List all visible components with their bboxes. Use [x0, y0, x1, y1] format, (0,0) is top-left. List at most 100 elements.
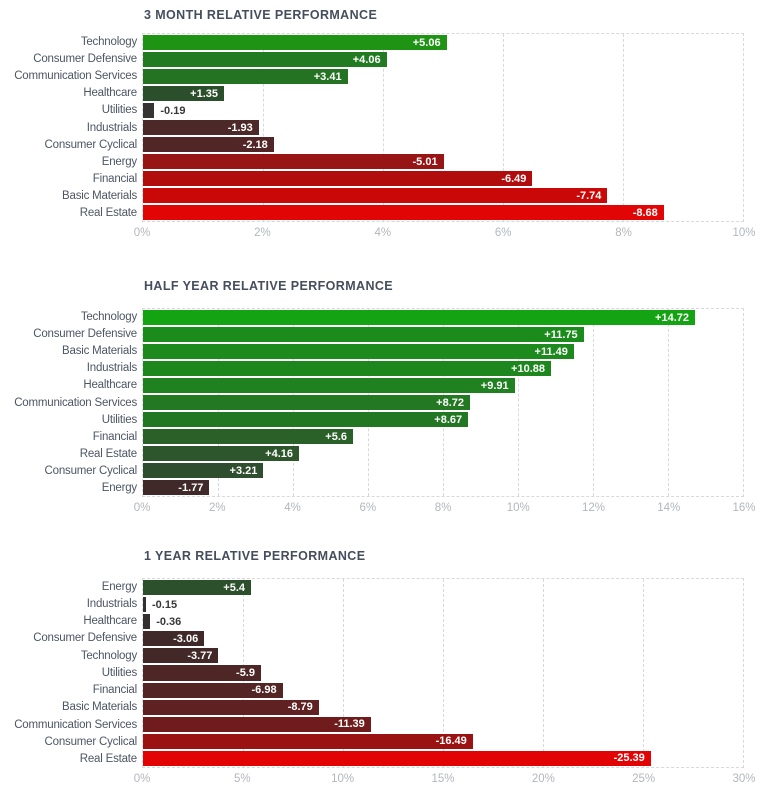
value-label: -5.01	[412, 155, 438, 168]
tick-label: 10%	[506, 502, 530, 514]
value-label: -11.39	[334, 718, 365, 731]
plot-area: +5.06 +4.06 +3.41 +1.35 -0.19 -1.93 -2.18 -5.01…	[142, 33, 744, 222]
value-axis-tick-labels: 0% 2% 4% 6% 8% 10% 12% 14% 16%	[134, 502, 756, 516]
bar-row-financial: -6.98	[143, 682, 743, 699]
grid-line	[643, 579, 644, 767]
performance-bar: +9.91	[143, 378, 515, 393]
performance-bar: +11.75	[143, 327, 584, 342]
value-label: +3.21	[229, 464, 258, 477]
tick-label: 14%	[657, 502, 681, 514]
bar-row-utilities: -0.19	[143, 102, 743, 119]
performance-bar: +1.35	[143, 86, 224, 101]
performance-bar: -6.98	[143, 682, 283, 698]
bar-row-healthcare: -0.36	[143, 613, 743, 630]
bar-row-industrials: -1.93	[143, 119, 743, 136]
category-label: Financial	[92, 430, 137, 443]
value-label: -0.36	[156, 615, 182, 628]
category-label: Communication Services	[14, 396, 137, 409]
grid-line	[218, 309, 219, 496]
value-label: +3.41	[313, 70, 342, 83]
value-label: +1.35	[190, 87, 218, 100]
performance-bar: +14.72	[143, 310, 695, 325]
value-axis-tick-labels: 0% 2% 4% 6% 8% 10%	[134, 227, 756, 241]
performance-bar: -3.77	[143, 648, 219, 664]
bar-row-consumer-cyclical: -2.18	[143, 136, 743, 153]
category-label: Consumer Cyclical	[44, 736, 138, 749]
bar-row-real-estate: -25.39	[143, 750, 743, 767]
performance-bar: -5.01	[143, 154, 444, 169]
category-axis-labels: Energy Industrials Healthcare Consumer Defe…	[0, 578, 137, 768]
value-label: +4.06	[352, 53, 381, 66]
bar-rows: +5.4 -0.15 -0.36 -3.06 -3.77 -5.9 -6.98 -8.79 -1…	[143, 579, 743, 767]
bar-row-basic-materials: -8.79	[143, 699, 743, 716]
performance-bar: -1.77	[143, 480, 210, 495]
tick-label: 8%	[434, 502, 452, 514]
category-label: Basic Materials	[62, 701, 137, 714]
grid-line	[263, 34, 264, 221]
performance-bar: -3.06	[143, 631, 205, 647]
bar-rows: +5.06 +4.06 +3.41 +1.35 -0.19 -1.93 -2.18 -5.01…	[143, 34, 743, 221]
bar-row-consumer-defensive: -3.06	[143, 630, 743, 647]
tick-label: 25%	[632, 773, 656, 785]
grid-line	[243, 579, 244, 767]
category-label: Consumer Defensive	[33, 52, 137, 65]
value-label: -3.77	[187, 649, 213, 662]
value-label: -8.79	[287, 701, 313, 714]
bar-row-utilities: +8.67	[143, 411, 743, 428]
bar-row-industrials: +10.88	[143, 360, 743, 377]
performance-bar: +11.49	[143, 344, 574, 359]
category-label: Utilities	[101, 104, 137, 117]
value-label: +11.75	[544, 328, 578, 341]
category-label: Real Estate	[79, 448, 137, 461]
category-label: Utilities	[101, 413, 137, 426]
plot-area: +5.4 -0.15 -0.36 -3.06 -3.77 -5.9 -6.98 -8.79 -1…	[142, 578, 744, 768]
category-label: Healthcare	[83, 87, 137, 100]
category-label: Communication Services	[14, 69, 137, 82]
category-label: Industrials	[86, 362, 137, 375]
value-label: +8.67	[434, 413, 463, 426]
bar-row-healthcare: +1.35	[143, 85, 743, 102]
chart-title: 3 MONTH RELATIVE PERFORMANCE	[144, 8, 378, 22]
bar-rows: +14.72 +11.75 +11.49 +10.88 +9.91 +8.72 +8.67 +…	[143, 309, 743, 496]
tick-label: 2%	[208, 502, 226, 514]
value-label: -1.93	[227, 121, 253, 134]
category-label: Technology	[80, 649, 137, 662]
performance-bar: -5.9	[143, 665, 261, 681]
value-label: -25.39	[613, 752, 645, 765]
performance-bar: +10.88	[143, 361, 551, 376]
performance-bar: +5.06	[143, 35, 447, 50]
performance-bar: -1.93	[143, 120, 259, 135]
tick-label: 6%	[359, 502, 377, 514]
tick-label: 5%	[234, 773, 251, 785]
value-axis-tick-labels: 0% 5% 10% 15% 20% 25% 30%	[134, 773, 756, 787]
value-label: -2.18	[242, 138, 268, 151]
value-label: -1.77	[178, 481, 204, 494]
category-label: Consumer Cyclical	[44, 138, 138, 151]
tick-label: 0%	[133, 773, 151, 785]
bar-row-technology: +5.06	[143, 34, 743, 51]
bar-row-communication-services: +8.72	[143, 394, 743, 411]
category-label: Consumer Defensive	[33, 327, 137, 340]
performance-bar: -8.79	[143, 699, 319, 715]
category-label: Energy	[101, 155, 137, 168]
performance-bar: +3.41	[143, 69, 348, 84]
bar-row-real-estate: -8.68	[143, 204, 743, 221]
category-label: Industrials	[86, 121, 137, 134]
plot-area: +14.72 +11.75 +11.49 +10.88 +9.91 +8.72 +8.67 +…	[142, 308, 744, 497]
category-label: Financial	[92, 684, 137, 697]
bar-row-financial: +5.6	[143, 428, 743, 445]
category-label: Consumer Defensive	[33, 632, 137, 645]
value-label: +4.16	[265, 447, 293, 460]
grid-line	[593, 309, 594, 496]
tick-label: 30%	[732, 773, 756, 785]
value-label: -6.49	[501, 172, 527, 185]
bar-row-technology: +14.72	[143, 309, 743, 326]
tick-label: 4%	[374, 227, 392, 239]
grid-line	[668, 309, 669, 496]
grid-line	[368, 309, 369, 496]
performance-bar: -16.49	[143, 733, 473, 749]
value-label: -5.9	[236, 667, 255, 680]
